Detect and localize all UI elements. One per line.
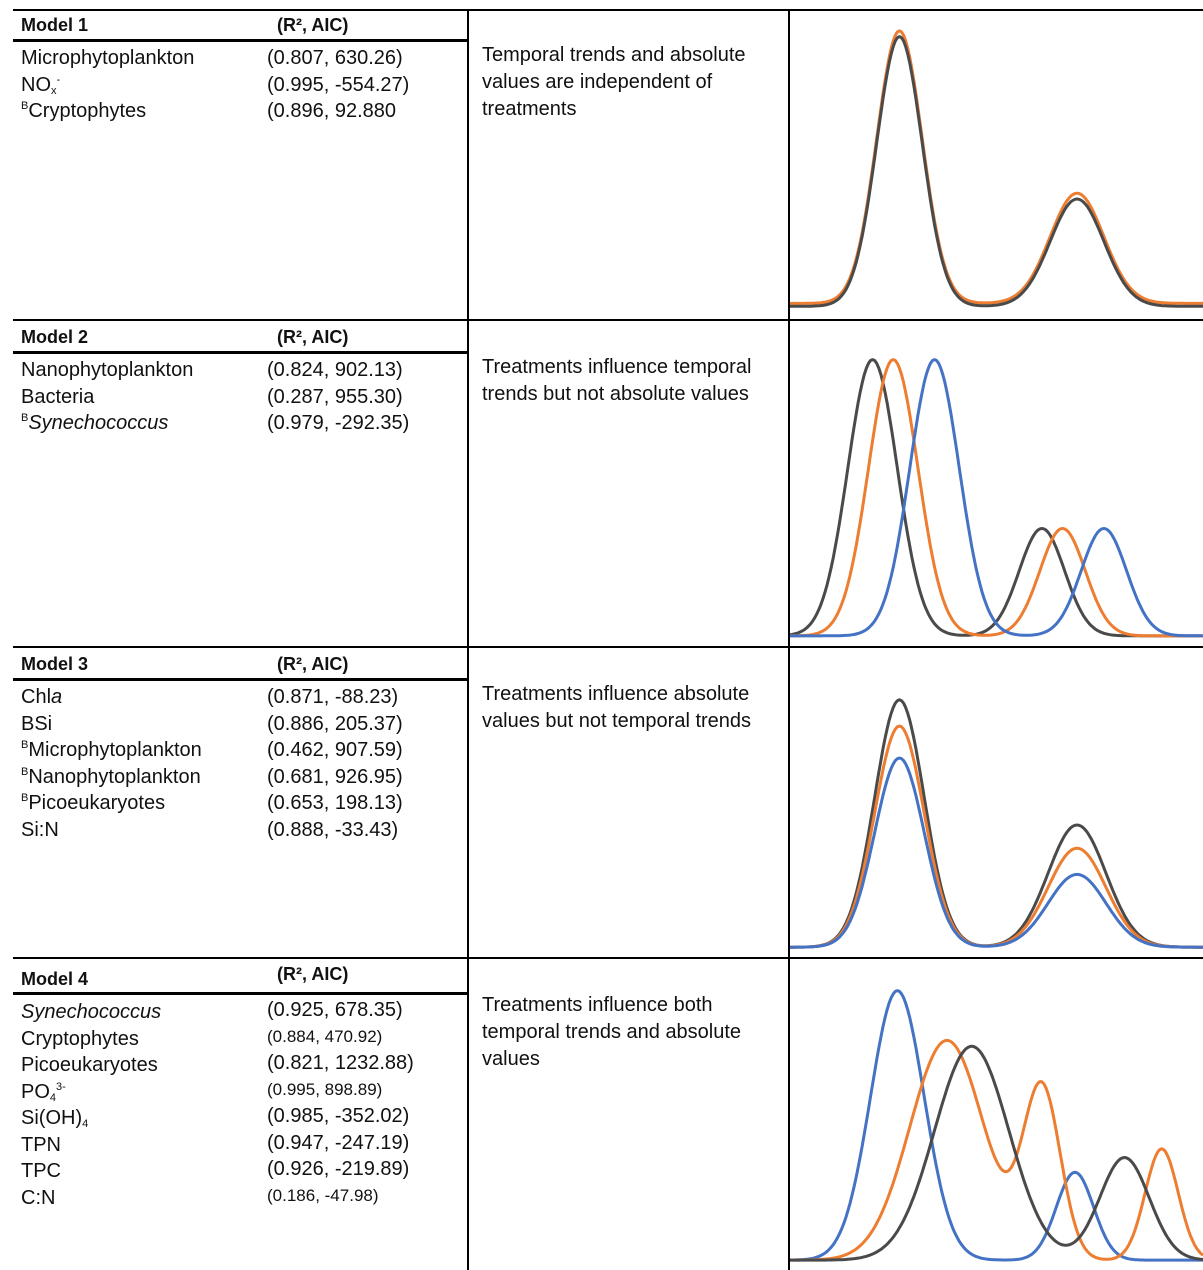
model-table: Model 1 (R², AIC) Microphytoplankton NOx… [13, 9, 1203, 1270]
stats-value: (0.681, 926.95) [267, 765, 403, 788]
stats-value: (0.896, 92.880 [267, 100, 396, 122]
variable-list: Microphytoplankton NOx- BCryptophytes [21, 45, 194, 125]
stats-value: (0.186, -47.98) [267, 1185, 379, 1205]
curve-plot [790, 29, 1203, 308]
stats-header: (R², AIC) [277, 654, 349, 674]
row-divider [13, 646, 1203, 648]
model-description: Treatments influence temporal trends but… [482, 356, 752, 405]
stats-value: (0.925, 678.35) [267, 999, 403, 1021]
blue-series-line [790, 756, 1203, 949]
stats-list: (0.925, 678.35) (0.884, 470.92) (0.821, … [267, 997, 414, 1209]
orange-series-line [790, 358, 1203, 638]
column-divider [788, 9, 790, 1270]
stats-header: (R², AIC) [277, 15, 349, 35]
stats-header: (R², AIC) [277, 327, 349, 347]
title-rule [13, 39, 468, 42]
variable-label: C:N [21, 1186, 56, 1209]
variable-label: NOx- [21, 73, 61, 97]
model-title: Model 1 [21, 15, 89, 35]
stats-value: (0.888, -33.43) [267, 818, 399, 841]
blue-series-line [790, 989, 1203, 1262]
model-title: Model 4 [21, 969, 89, 989]
stats-list: (0.871, -88.23) (0.886, 205.37) (0.462, … [267, 684, 403, 843]
stats-value: (0.462, 907.59) [267, 739, 403, 761]
stats-value: (0.995, 898.89) [267, 1079, 383, 1099]
variable-label: Si:N [21, 818, 59, 841]
variable-label: Synechococcus [21, 1001, 162, 1023]
model-title: Model 3 [21, 654, 89, 674]
variable-label: BMicrophytoplankton [21, 739, 202, 761]
stats-value: (0.979, -292.35) [267, 412, 410, 434]
curve-plot [790, 989, 1203, 1262]
model-description: Temporal trends and absolute values are … [482, 44, 746, 120]
blue-series-line [790, 358, 1203, 638]
stats-value: (0.995, -554.27) [267, 73, 410, 96]
stats-value: (0.886, 205.37) [267, 712, 403, 735]
stats-value: (0.947, -247.19) [267, 1131, 410, 1154]
column-divider [467, 9, 469, 1270]
stats-list: (0.807, 630.26) (0.995, -554.27) (0.896,… [267, 45, 409, 125]
variable-label: TPN [21, 1133, 61, 1156]
curve-plot [790, 698, 1203, 949]
variable-label: Bacteria [21, 385, 95, 408]
model-4-chart [790, 959, 1203, 1270]
title-rule [13, 992, 468, 995]
model-3-chart [790, 648, 1203, 957]
variable-label: Nanophytoplankton [21, 359, 194, 381]
variable-label: Picoeukaryotes [21, 1054, 158, 1076]
stats-value: (0.807, 630.26) [267, 47, 403, 69]
stats-value: (0.884, 470.92) [267, 1026, 383, 1046]
row-divider [13, 319, 1203, 321]
variable-list: Synechococcus Cryptophytes Picoeukaryote… [21, 999, 161, 1211]
stats-value: (0.926, -219.89) [267, 1158, 410, 1180]
variable-list: Chla BSi BMicrophytoplankton BNanophytop… [21, 684, 202, 843]
title-rule [13, 678, 468, 681]
black-series-line [790, 35, 1203, 308]
stats-value: (0.653, 198.13) [267, 792, 403, 814]
stats-value: (0.821, 1232.88) [267, 1052, 414, 1074]
variable-label: BNanophytoplankton [21, 765, 201, 788]
variable-label: BPicoeukaryotes [21, 792, 166, 814]
black-series-line [790, 1044, 1203, 1262]
variable-label: BSi [21, 712, 53, 735]
model-2-chart [790, 321, 1203, 646]
variable-label: Si(OH)4 [21, 1107, 89, 1130]
model-1-chart [790, 11, 1203, 319]
stats-value: (0.985, -352.02) [267, 1105, 410, 1127]
variable-label: TPC [21, 1160, 61, 1182]
stats-value: (0.871, -88.23) [267, 686, 399, 708]
stats-list: (0.824, 902.13) (0.287, 955.30) (0.979, … [267, 357, 409, 437]
orange-series-line [790, 29, 1203, 305]
title-rule [13, 351, 468, 354]
variable-label: Microphytoplankton [21, 47, 195, 69]
variable-label: BCryptophytes [21, 100, 147, 122]
curve-plot [790, 358, 1203, 638]
black-series-line [790, 358, 1203, 638]
variable-label: Chla [21, 686, 63, 708]
stats-value: (0.824, 902.13) [267, 359, 403, 381]
variable-list: Nanophytoplankton Bacteria BSynechococcu… [21, 357, 193, 437]
orange-series-line [790, 1038, 1203, 1262]
variable-label: BSynechococcus [21, 412, 169, 434]
variable-label: PO43- [21, 1080, 66, 1104]
table-top-rule [13, 9, 1203, 11]
model-title: Model 2 [21, 327, 89, 347]
row-divider [13, 957, 1203, 959]
variable-label: Cryptophytes [21, 1027, 139, 1050]
model-description: Treatments influence absolute values but… [482, 683, 752, 732]
stats-header: (R², AIC) [277, 964, 349, 984]
model-description: Treatments influence both temporal trend… [482, 994, 742, 1070]
stats-value: (0.287, 955.30) [267, 385, 403, 408]
